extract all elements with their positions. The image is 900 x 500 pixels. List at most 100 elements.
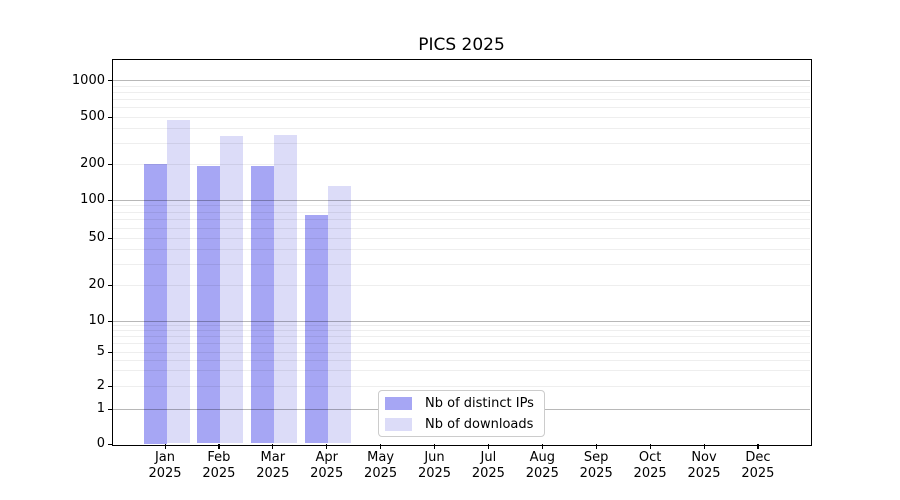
x-tick-month: Aug	[529, 450, 555, 465]
y-tick-label: 2	[96, 378, 105, 393]
x-tick-month: Feb	[207, 450, 231, 465]
gridline-minor	[112, 351, 810, 353]
gridline-major	[112, 80, 810, 81]
chart-title: PICS 2025	[418, 35, 505, 55]
x-tick-label-may: May 2025	[351, 450, 411, 482]
x-tick-label-nov: Nov 2025	[674, 450, 734, 482]
bar-downloads-apr	[328, 185, 352, 444]
x-tick-mark	[595, 444, 597, 449]
x-tick-label-oct: Oct 2025	[620, 450, 680, 482]
gridline-minor	[112, 263, 810, 265]
legend-item-distinct-ips: Nb of distinct IPs	[385, 394, 544, 412]
gridline-minor	[112, 284, 810, 286]
gridline-minor	[112, 370, 810, 372]
legend-item-downloads: Nb of downloads	[385, 415, 544, 433]
legend-label: Nb of distinct IPs	[425, 395, 534, 411]
x-tick-month: Oct	[638, 450, 662, 465]
y-tick-label: 10	[88, 313, 105, 328]
gridline-major	[112, 199, 810, 201]
legend-label: Nb of downloads	[425, 416, 534, 432]
y-tick-label: 1	[96, 401, 105, 416]
gridline-minor	[112, 227, 810, 229]
x-tick-mark	[541, 444, 543, 449]
gridline-minor	[112, 142, 810, 144]
y-tick-label: 20	[88, 277, 105, 292]
bar-downloads-mar	[274, 134, 298, 444]
x-tick-month: Mar	[260, 450, 286, 465]
bar-downloads-jan	[166, 119, 190, 444]
gridline-minor	[112, 343, 810, 345]
x-tick-month: Jun	[424, 450, 445, 465]
y-tick-mark	[108, 385, 113, 387]
x-tick-mark	[380, 444, 382, 449]
y-tick-label: 500	[80, 109, 105, 124]
x-tick-year: 2025	[687, 466, 721, 481]
x-tick-label-jan: Jan 2025	[135, 450, 195, 482]
x-tick-year: 2025	[202, 466, 236, 481]
x-tick-mark	[649, 444, 651, 449]
bar-distinct-ips-jan	[143, 163, 167, 444]
x-tick-mark	[164, 444, 166, 449]
x-tick-year: 2025	[579, 466, 613, 481]
x-tick-label-mar: Mar 2025	[243, 450, 303, 482]
bar-distinct-ips-apr	[305, 215, 329, 444]
x-tick-label-sep: Sep 2025	[566, 450, 626, 482]
y-tick-label: 200	[80, 156, 105, 171]
x-tick-label-feb: Feb 2025	[189, 450, 249, 482]
x-tick-year: 2025	[633, 466, 667, 481]
gridline-minor	[112, 205, 810, 207]
gridline-minor	[112, 106, 810, 108]
y-tick-mark	[108, 284, 113, 286]
x-tick-mark	[757, 444, 759, 449]
gridline-minor	[112, 359, 810, 361]
legend-swatch	[385, 396, 412, 410]
x-tick-label-apr: Apr 2025	[297, 450, 357, 482]
y-tick-mark	[108, 351, 113, 353]
x-tick-label-jul: Jul 2025	[458, 450, 518, 482]
gridline-minor	[112, 127, 810, 129]
gridline-minor	[112, 163, 810, 165]
gridline-minor	[112, 330, 810, 332]
gridline-minor	[112, 116, 810, 118]
y-tick-label: 0	[96, 436, 105, 451]
gridline-minor	[112, 98, 810, 100]
gridline-minor	[112, 237, 810, 239]
bar-distinct-ips-feb	[197, 166, 221, 444]
legend-swatch	[385, 417, 412, 431]
x-tick-mark	[218, 444, 220, 449]
x-tick-month: Jul	[480, 450, 497, 465]
x-tick-mark	[703, 444, 705, 449]
x-tick-year: 2025	[741, 466, 775, 481]
y-tick-mark	[108, 80, 113, 82]
x-tick-mark	[272, 444, 274, 449]
x-tick-year: 2025	[256, 466, 290, 481]
gridline-minor	[112, 336, 810, 338]
x-tick-month: Jan	[154, 450, 176, 465]
x-tick-year: 2025	[148, 466, 182, 481]
y-tick-mark	[108, 199, 113, 201]
plot-area	[111, 58, 812, 446]
x-tick-month: Apr	[315, 450, 338, 465]
bar-downloads-feb	[220, 136, 244, 444]
y-tick-mark	[108, 116, 113, 118]
x-tick-year: 2025	[364, 466, 398, 481]
legend: Nb of distinct IPs Nb of downloads	[378, 390, 545, 437]
y-tick-label: 5	[96, 344, 105, 359]
y-tick-mark	[108, 320, 113, 322]
x-tick-year: 2025	[310, 466, 344, 481]
x-tick-year: 2025	[525, 466, 559, 481]
x-tick-mark	[326, 444, 328, 449]
gridline-minor	[112, 211, 810, 213]
x-tick-year: 2025	[417, 466, 452, 481]
x-tick-month: May	[367, 450, 395, 465]
gridline-minor	[112, 219, 810, 221]
y-tick-mark	[108, 408, 113, 410]
x-tick-mark	[487, 444, 490, 449]
x-tick-month: Dec	[745, 450, 771, 465]
y-tick-mark	[108, 443, 113, 445]
x-tick-month: Nov	[691, 450, 717, 465]
x-tick-label-aug: Aug 2025	[512, 450, 572, 482]
gridline-minor	[112, 91, 810, 93]
gridline-minor	[112, 248, 810, 250]
